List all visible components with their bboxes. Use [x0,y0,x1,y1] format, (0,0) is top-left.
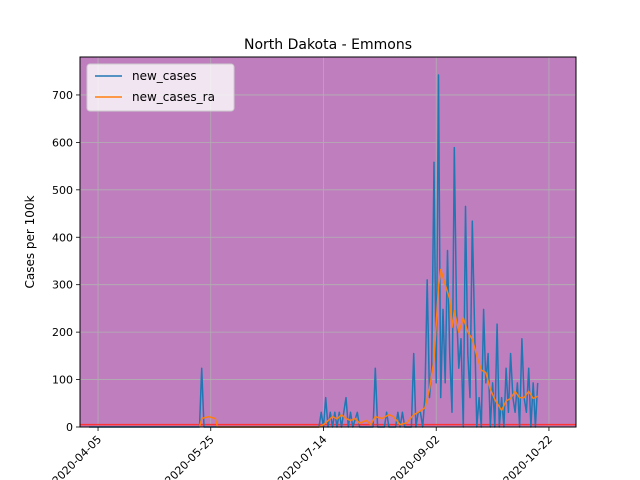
grid [80,57,576,428]
y-axis: 0 100 200 300 400 500 600 700 [52,89,80,434]
legend-label-new-cases: new_cases [132,69,197,83]
series-layer [89,74,539,428]
chart-title: North Dakota - Emmons [244,37,412,53]
x-tick-label: 2020-10-22 [501,433,555,480]
x-tick-label: 2020-09-02 [388,433,442,480]
y-tick-label: 500 [52,184,73,197]
x-tick-label: 2020-04-05 [50,433,104,480]
y-tick-label: 700 [52,89,73,102]
y-tick-label: 200 [52,326,73,339]
legend: new_cases new_cases_ra [86,63,235,112]
series-line-new-cases-ra [198,268,539,428]
y-tick-label: 400 [52,231,73,244]
y-axis-label: Cases per 100k [23,195,37,288]
y-tick-label: 600 [52,136,73,149]
y-tick-label: 0 [66,421,73,434]
y-tick-label: 100 [52,374,73,387]
legend-box [86,63,235,112]
series-line-new-cases [89,74,539,428]
x-axis: 2020-04-05 2020-05-25 2020-07-14 2020-09-02… [50,427,555,480]
x-tick-label: 2020-05-25 [162,433,216,480]
plot-area [80,57,576,427]
legend-label-new-cases-ra: new_cases_ra [132,90,215,104]
plot-frame [79,56,577,428]
y-tick-label: 300 [52,279,73,292]
x-tick-label: 2020-07-14 [275,433,329,480]
